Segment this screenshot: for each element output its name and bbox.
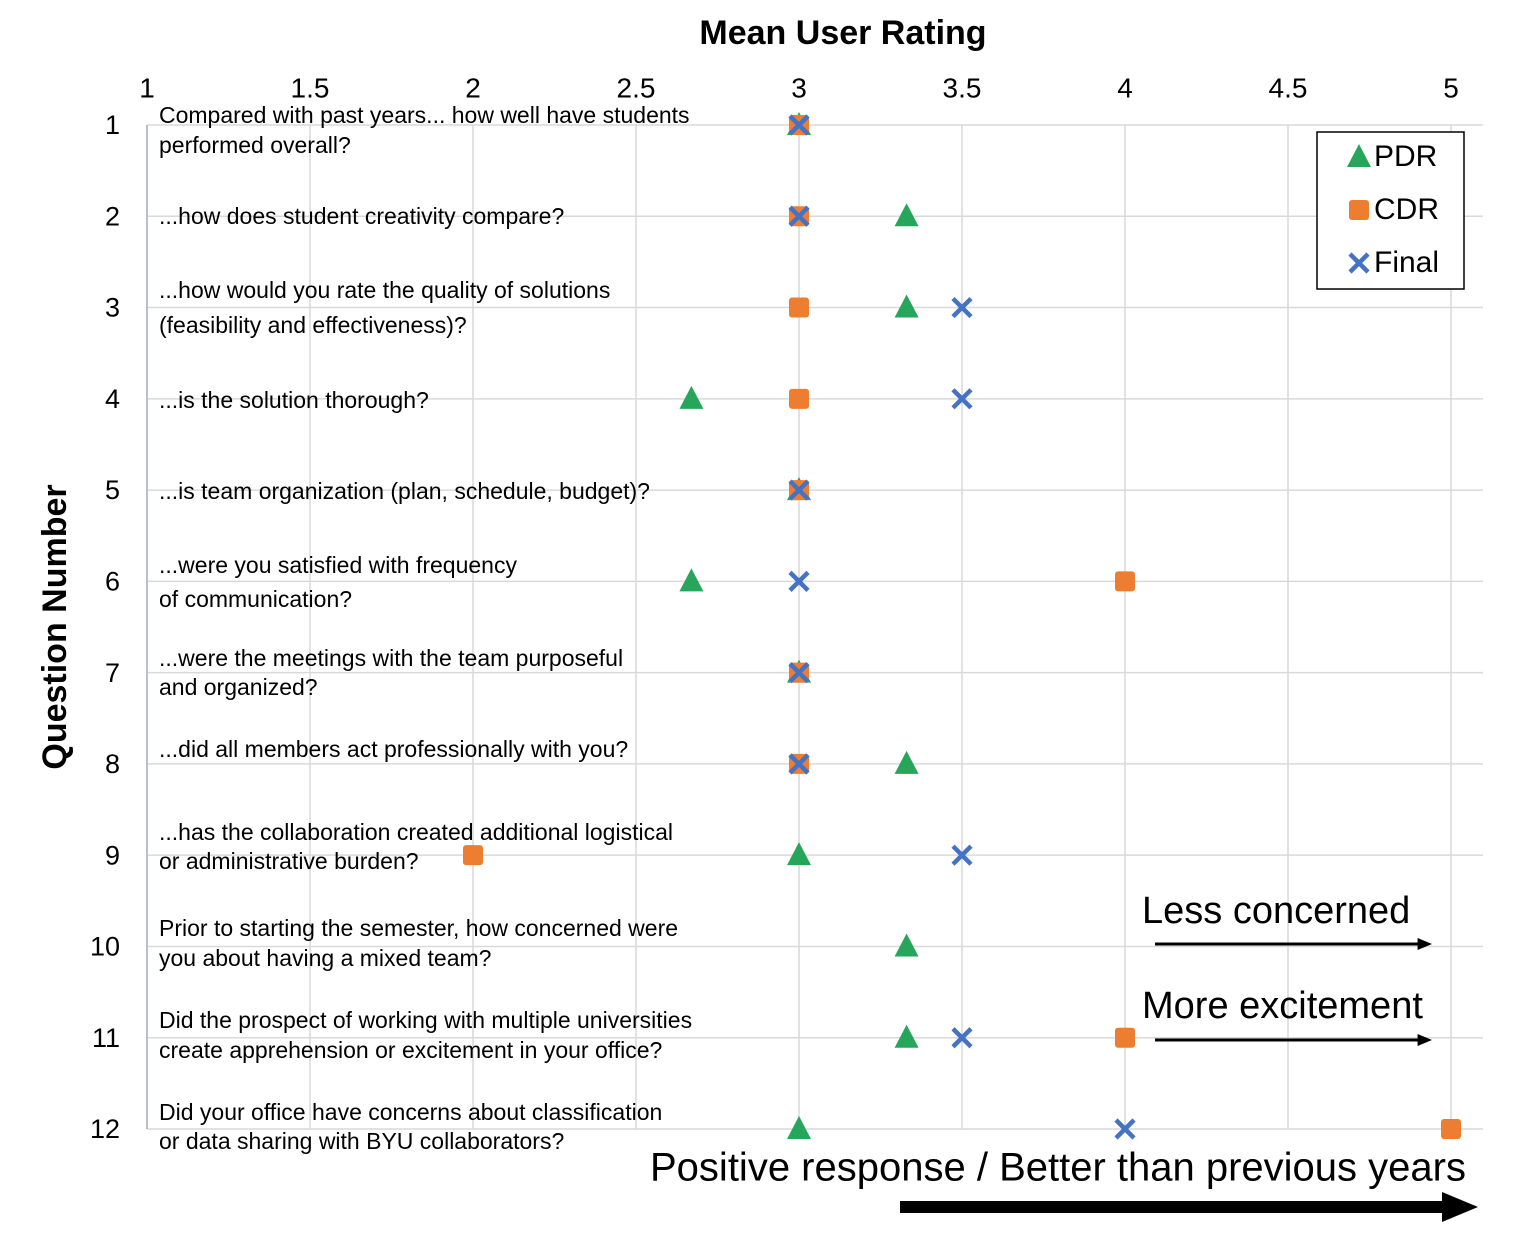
- marker-x: [1114, 1118, 1136, 1140]
- question-text: ...were you satisfied with frequency: [159, 552, 517, 578]
- x-tick-label: 2.5: [617, 72, 656, 103]
- y-tick-label: 6: [105, 566, 120, 596]
- marker-x: [951, 296, 973, 319]
- annotation-arrowhead: [1442, 1192, 1478, 1222]
- x-tick-label: 1.5: [291, 72, 330, 103]
- question-text: ...is the solution thorough?: [159, 387, 429, 413]
- marker-square: [1441, 1119, 1461, 1139]
- question-text: and organized?: [159, 674, 318, 700]
- question-text: ...is team organization (plan, schedule,…: [159, 478, 650, 504]
- y-tick-label: 4: [105, 384, 120, 414]
- question-text: performed overall?: [159, 132, 351, 158]
- marker-triangle: [679, 385, 704, 409]
- marker-x: [788, 114, 810, 136]
- annotation: More excitement: [1142, 985, 1423, 1027]
- marker-square: [463, 845, 483, 866]
- marker-triangle: [679, 568, 704, 592]
- marker-square: [789, 297, 809, 318]
- annotation: Less concerned: [1142, 890, 1410, 932]
- legend-label: Final: [1374, 246, 1439, 279]
- marker-x: [951, 1027, 973, 1049]
- annotation: Positive response / Better than previous…: [650, 1146, 1466, 1190]
- x-tick-label: 4: [1117, 72, 1133, 103]
- x-tick-label: 4.5: [1269, 72, 1308, 103]
- question-text: Prior to starting the semester, how conc…: [159, 915, 678, 941]
- question-text: ...how would you rate the quality of sol…: [159, 277, 610, 303]
- annotation-arrowhead: [1417, 938, 1432, 950]
- legend-box: [1316, 131, 1465, 290]
- legend-label: CDR: [1374, 193, 1439, 226]
- y-tick-label: 10: [90, 932, 120, 962]
- marker-x: [951, 388, 973, 410]
- marker-triangle: [787, 1116, 811, 1139]
- question-text: or data sharing with BYU collaborators?: [159, 1128, 564, 1154]
- y-tick-label: 8: [105, 749, 120, 779]
- y-tick-label: 11: [92, 1023, 120, 1053]
- marker-triangle: [894, 750, 919, 774]
- x-tick-label: 3: [791, 72, 807, 103]
- y-tick-label: 5: [105, 475, 120, 505]
- question-text: ...has the collaboration created additio…: [159, 819, 673, 845]
- x-axis-title: Mean User Rating: [699, 14, 986, 52]
- x-tick-label: 2: [465, 72, 481, 103]
- marker-x: [788, 570, 810, 592]
- question-text: you about having a mixed team?: [159, 945, 491, 971]
- marker-x: [788, 205, 810, 227]
- marker-square: [1115, 571, 1135, 592]
- y-tick-label: 2: [105, 201, 120, 231]
- marker-square: [1349, 200, 1369, 220]
- marker-square: [789, 388, 809, 409]
- y-axis-title: Question Number: [36, 484, 74, 769]
- marker-triangle: [894, 203, 919, 227]
- y-tick-label: 1: [105, 110, 120, 140]
- marker-triangle: [894, 294, 919, 318]
- x-tick-label: 3.5: [943, 72, 982, 103]
- y-tick-label: 3: [105, 293, 120, 323]
- question-text: ...did all members act professionally wi…: [159, 736, 628, 762]
- y-tick-label: 7: [105, 658, 120, 688]
- marker-x: [788, 479, 810, 501]
- marker-triangle: [894, 1024, 919, 1048]
- x-tick-label: 5: [1443, 72, 1459, 103]
- marker-triangle: [1347, 144, 1371, 167]
- legend-label: PDR: [1374, 140, 1437, 173]
- marker-x: [1348, 252, 1370, 274]
- question-text: create apprehension or excitement in you…: [159, 1037, 662, 1063]
- question-text: Compared with past years... how well hav…: [159, 102, 690, 128]
- question-text: or administrative burden?: [159, 848, 419, 874]
- question-text: (feasibility and effectiveness)?: [159, 312, 467, 338]
- annotation-arrowhead: [1417, 1034, 1432, 1046]
- marker-triangle: [787, 842, 811, 866]
- marker-triangle: [894, 933, 919, 957]
- question-text: Did the prospect of working with multipl…: [159, 1007, 692, 1033]
- marker-x: [951, 844, 973, 866]
- question-text: ...were the meetings with the team purpo…: [159, 645, 623, 671]
- y-tick-label: 12: [90, 1114, 120, 1144]
- marker-x: [788, 753, 810, 775]
- question-text: of communication?: [159, 586, 352, 612]
- x-tick-label: 1: [139, 72, 155, 103]
- y-tick-label: 9: [105, 840, 120, 870]
- question-text: ...how does student creativity compare?: [159, 203, 564, 229]
- marker-x: [788, 662, 810, 684]
- marker-square: [1115, 1027, 1135, 1048]
- question-text: Did your office have concerns about clas…: [159, 1099, 662, 1125]
